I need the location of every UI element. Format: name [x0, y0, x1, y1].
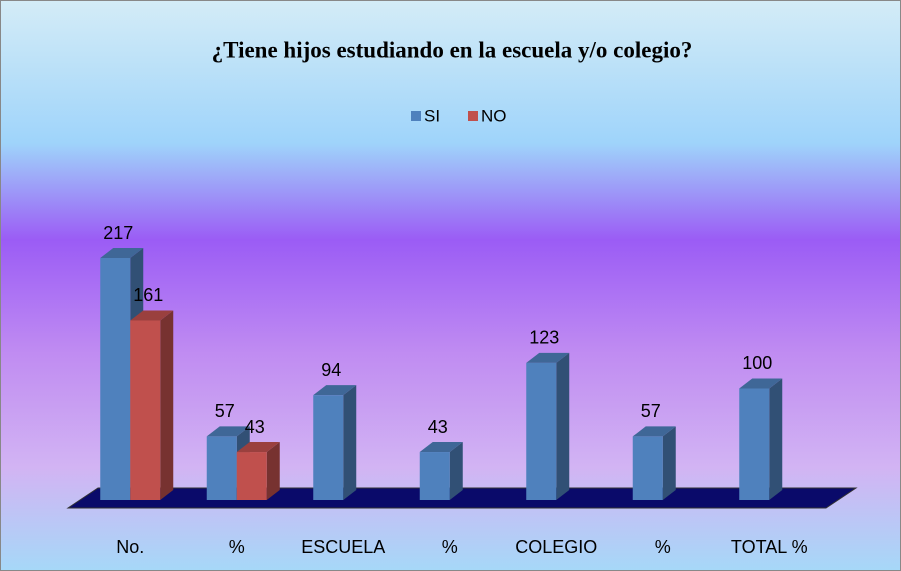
- bar-side: [556, 352, 570, 500]
- data-label: 217: [103, 223, 133, 243]
- legend-label: SI: [424, 106, 440, 125]
- x-tick-label: TOTAL %: [731, 537, 808, 557]
- bar-top: [100, 248, 144, 258]
- data-label: 100: [742, 353, 772, 373]
- x-tick-label: %: [655, 537, 671, 557]
- legend-label: NO: [481, 106, 507, 125]
- bar: [313, 395, 344, 500]
- bar: [419, 452, 450, 500]
- x-tick-label: ESCUELA: [301, 537, 385, 557]
- bar-top: [313, 385, 357, 396]
- bar-side: [266, 442, 280, 500]
- bar: [632, 436, 663, 500]
- data-label: 43: [245, 417, 265, 437]
- bar-top: [206, 426, 250, 437]
- x-tick-label: No.: [116, 537, 144, 557]
- legend-swatch: [411, 111, 421, 121]
- bar-side: [343, 385, 357, 500]
- data-label: 161: [133, 285, 163, 305]
- bar: [130, 320, 161, 500]
- bar-side: [160, 310, 174, 500]
- chart-title: ¿Tiene hijos estudiando en la escuela y/…: [212, 37, 693, 62]
- bar-top: [419, 442, 463, 453]
- bar: [206, 436, 237, 500]
- data-label: 57: [215, 401, 235, 421]
- data-label: 123: [529, 328, 559, 348]
- bar: [100, 258, 131, 500]
- x-tick-label: %: [442, 537, 458, 557]
- bar-side: [449, 442, 463, 500]
- bar-top: [739, 378, 783, 389]
- bar: [526, 362, 557, 500]
- x-tick-label: %: [229, 537, 245, 557]
- bar-top: [236, 442, 280, 453]
- bar-top: [526, 352, 570, 363]
- bar-top: [130, 310, 174, 321]
- data-label: 43: [428, 417, 448, 437]
- bar-side: [769, 378, 783, 500]
- legend-swatch: [468, 111, 478, 121]
- x-tick-label: COLEGIO: [515, 537, 597, 557]
- bar: [236, 452, 267, 500]
- bar-top: [632, 426, 676, 437]
- bar-side: [662, 426, 676, 500]
- data-label: 57: [641, 401, 661, 421]
- floor: [66, 487, 858, 509]
- bar: [739, 388, 770, 500]
- data-label: 94: [321, 360, 341, 380]
